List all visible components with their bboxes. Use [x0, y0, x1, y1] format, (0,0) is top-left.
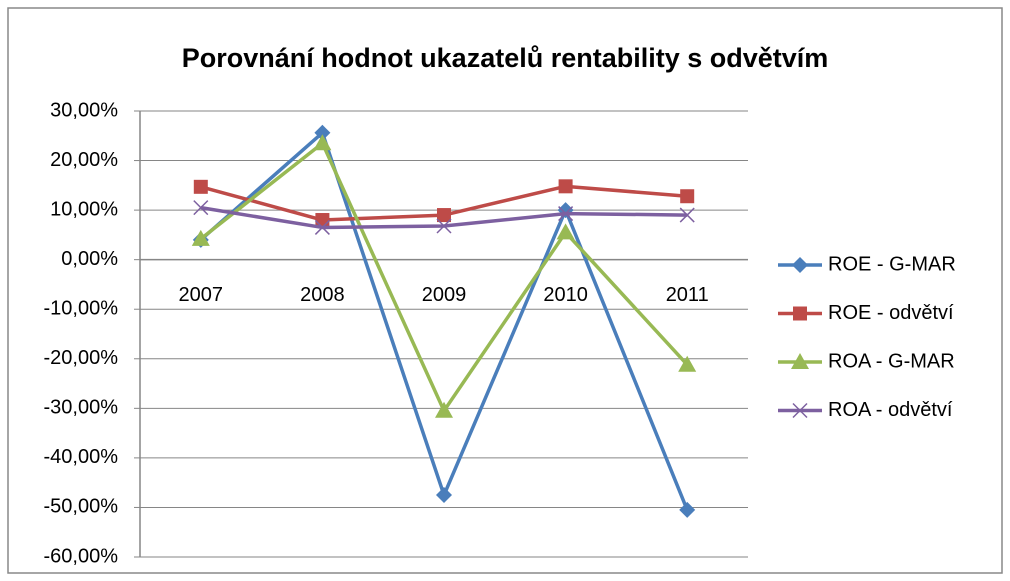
marker [314, 124, 331, 141]
marker [436, 487, 452, 504]
legend-label: ROA - G-MAR [828, 350, 955, 372]
y-tick-label: 0,00% [61, 248, 118, 270]
marker [435, 401, 453, 418]
x-tick-label: 2007 [179, 284, 224, 306]
x-tick-label: 2010 [543, 284, 588, 306]
marker [679, 207, 695, 223]
marker [314, 219, 330, 235]
y-tick-label: 30,00% [50, 99, 118, 121]
marker [313, 134, 332, 151]
marker [193, 200, 209, 216]
marker [436, 218, 452, 234]
y-tick-label: -10,00% [44, 298, 119, 320]
y-tick-label: -20,00% [44, 347, 119, 369]
marker [679, 501, 696, 518]
marker [558, 179, 573, 194]
chart-border [7, 7, 1003, 574]
y-tick-label: 20,00% [50, 149, 118, 171]
marker [680, 189, 695, 204]
marker [792, 257, 808, 273]
marker [678, 355, 697, 372]
legend-label: ROE - odvětví [828, 302, 954, 324]
marker [791, 353, 809, 369]
marker [556, 223, 575, 240]
marker [558, 206, 574, 222]
y-tick-label: -30,00% [44, 397, 119, 419]
x-tick-label: 2008 [300, 284, 345, 306]
legend-label: ROA - odvětví [828, 399, 953, 421]
x-tick-label: 2009 [422, 284, 467, 306]
marker [793, 306, 807, 321]
legend-label: ROE - G-MAR [828, 253, 956, 275]
y-tick-label: -50,00% [44, 496, 119, 518]
y-tick-label: 10,00% [50, 198, 118, 220]
y-tick-label: -60,00% [44, 545, 119, 567]
marker [792, 402, 808, 419]
marker [191, 229, 210, 246]
x-tick-label: 2011 [666, 284, 709, 306]
marker [437, 208, 451, 223]
y-tick-label: -40,00% [44, 446, 119, 468]
marker [193, 179, 208, 194]
chart-title: Porovnání hodnot ukazatelů rentability s… [182, 43, 829, 73]
